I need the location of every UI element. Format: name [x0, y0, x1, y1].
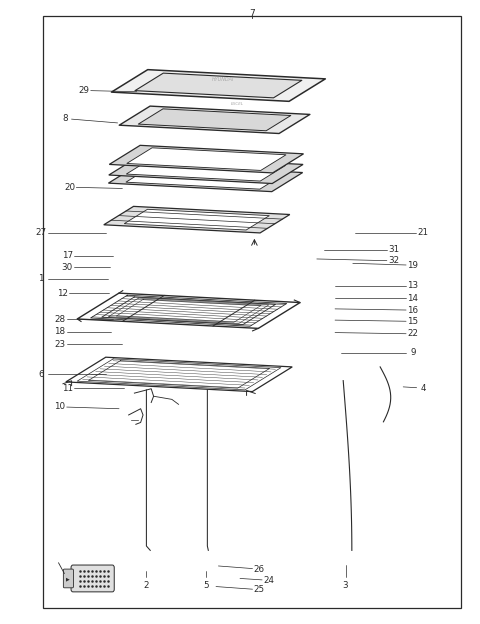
Text: 4: 4	[420, 384, 426, 392]
Text: 26: 26	[254, 565, 264, 573]
Text: 1: 1	[38, 275, 44, 283]
Text: 27: 27	[35, 228, 47, 237]
Text: 16: 16	[408, 306, 418, 314]
Polygon shape	[104, 207, 290, 233]
Text: 9: 9	[410, 348, 416, 357]
Text: 19: 19	[408, 261, 418, 270]
Polygon shape	[135, 73, 302, 98]
Text: 32: 32	[388, 256, 399, 265]
Text: EXCEL: EXCEL	[231, 102, 244, 106]
Text: ▶: ▶	[66, 576, 70, 581]
Text: 7: 7	[249, 9, 255, 18]
Polygon shape	[109, 156, 303, 183]
Text: 10: 10	[54, 402, 66, 411]
FancyBboxPatch shape	[63, 569, 73, 588]
FancyBboxPatch shape	[71, 565, 114, 592]
Text: 22: 22	[408, 329, 418, 338]
Polygon shape	[126, 167, 285, 189]
Text: 31: 31	[388, 245, 399, 254]
Text: 5: 5	[204, 581, 209, 590]
Text: 2: 2	[144, 581, 149, 590]
Polygon shape	[66, 357, 292, 392]
Text: HYUNDAI: HYUNDAI	[212, 77, 234, 82]
Polygon shape	[127, 148, 286, 170]
Polygon shape	[77, 293, 300, 328]
Text: 15: 15	[407, 317, 419, 326]
Text: 13: 13	[407, 281, 419, 290]
Text: 29: 29	[79, 86, 89, 95]
Polygon shape	[124, 209, 269, 230]
Text: 17: 17	[61, 251, 73, 260]
Polygon shape	[138, 109, 291, 131]
Text: 24: 24	[264, 576, 274, 585]
Polygon shape	[108, 164, 303, 192]
Text: 21: 21	[417, 228, 428, 237]
Text: 28: 28	[54, 315, 66, 324]
Bar	[43, 16, 461, 608]
Polygon shape	[126, 158, 286, 181]
Text: 12: 12	[57, 289, 68, 298]
Polygon shape	[109, 145, 303, 173]
Text: 30: 30	[61, 263, 73, 271]
Text: 20: 20	[64, 183, 75, 192]
Text: 14: 14	[408, 294, 418, 303]
Text: 6: 6	[38, 370, 44, 379]
Polygon shape	[119, 106, 310, 134]
Polygon shape	[111, 70, 325, 101]
Text: 23: 23	[54, 340, 66, 349]
Text: 3: 3	[343, 581, 348, 590]
Text: 25: 25	[253, 585, 265, 594]
Text: 11: 11	[62, 384, 72, 392]
Text: 18: 18	[54, 328, 66, 336]
Text: 8: 8	[62, 114, 68, 123]
